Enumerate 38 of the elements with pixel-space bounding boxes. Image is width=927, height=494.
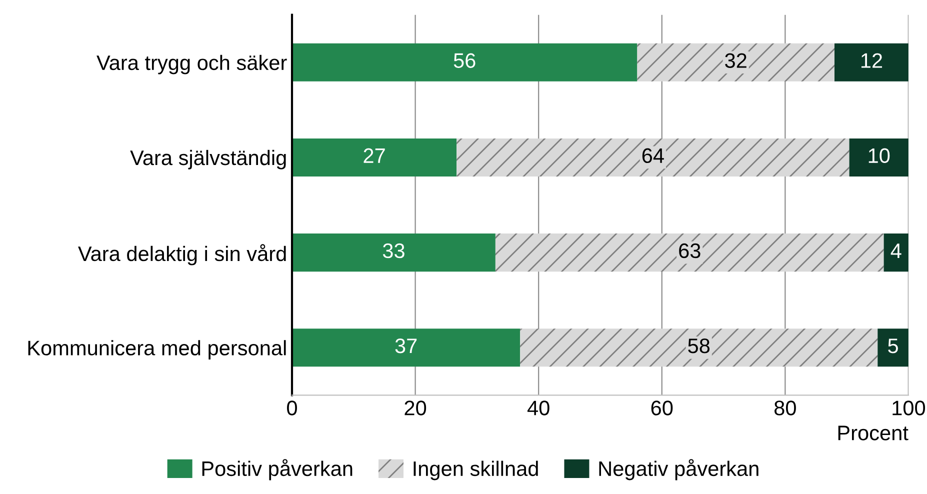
bar: [637, 43, 834, 82]
data-label: 5: [888, 338, 898, 354]
bar: [520, 328, 878, 367]
y-tick-label: Vara självständig: [130, 150, 286, 170]
data-label: 33: [382, 243, 404, 258]
x-tick-label: 0: [287, 400, 297, 416]
bar: [834, 43, 908, 82]
y-tick-label: Kommunicera med personal: [28, 340, 286, 360]
bar: [456, 138, 850, 176]
bar: [292, 234, 496, 272]
y-tick-label: Vara delaktig i sin vård: [78, 244, 286, 266]
bar: [292, 138, 457, 176]
data-label: 4: [890, 244, 902, 258]
bar: [878, 328, 908, 367]
legend-label: Positiv påverkan: [202, 459, 352, 480]
data-label: 56: [454, 53, 476, 68]
x-tick-label: 20: [404, 400, 426, 416]
y-tick-label: Vara trygg och säker: [96, 54, 287, 74]
legend-label: Ingen skillnad: [414, 460, 538, 480]
bar: [292, 43, 638, 82]
bar: [884, 234, 908, 272]
data-label: 32: [725, 53, 746, 68]
bar: [292, 328, 520, 367]
data-label: 58: [688, 338, 710, 354]
data-label: 64: [642, 148, 664, 164]
data-label: 12: [861, 53, 882, 68]
x-axis-title: Procent: [838, 426, 908, 440]
data-label: 37: [395, 338, 417, 354]
bar: [849, 138, 908, 176]
x-tick-label: 40: [527, 400, 550, 416]
x-tick-label: 100: [892, 400, 926, 416]
bar: [495, 234, 884, 272]
x-tick-label: 60: [651, 400, 673, 416]
data-label: 63: [679, 243, 700, 258]
x-tick-label: 80: [774, 400, 796, 416]
data-label: 27: [364, 148, 385, 163]
legend-label: Negativ påverkan: [599, 459, 758, 480]
data-label: 10: [868, 148, 890, 164]
